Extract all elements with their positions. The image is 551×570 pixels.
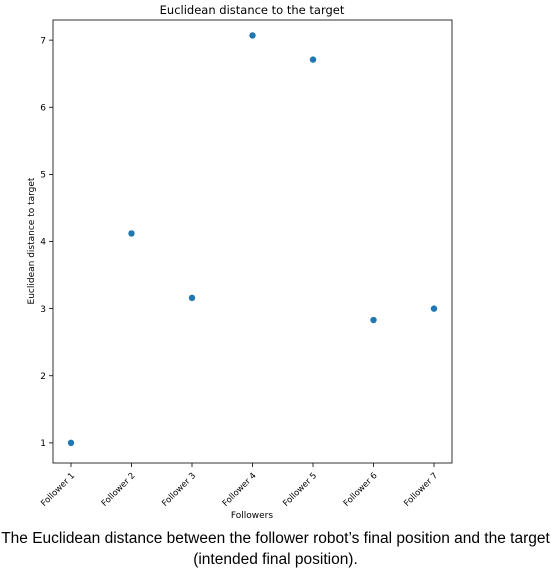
y-tick-label: 7 (40, 36, 46, 46)
data-point (67, 439, 75, 447)
x-tick-label: Follower 6 (342, 471, 380, 509)
x-tick-label: Follower 3 (160, 471, 198, 509)
data-point (128, 230, 135, 237)
x-tick-label: Follower 7 (402, 471, 440, 509)
y-tick-label: 4 (40, 238, 46, 248)
x-tick-label: Follower 2 (100, 471, 138, 509)
x-tick-label: Follower 5 (281, 471, 319, 509)
data-point (430, 305, 438, 312)
data-point (370, 316, 377, 324)
caption-line-2: (intended final position). (193, 551, 358, 568)
figure-caption: The Euclidean distance between the follo… (0, 528, 551, 570)
y-tick-label: 3 (40, 305, 46, 315)
y-tick-label: 6 (40, 103, 46, 113)
y-axis: 1 2 3 4 5 6 7 (40, 36, 53, 449)
data-point (249, 32, 256, 39)
chart-title: Euclidean distance to the target (160, 3, 345, 17)
data-point (188, 294, 196, 302)
plot-area (52, 19, 453, 464)
x-tick-label: Follower 4 (221, 471, 259, 509)
x-axis: Follower 1 Follower 2 Follower 3 Follower 4… (39, 463, 440, 509)
data-point (309, 56, 317, 63)
y-tick-label: 1 (40, 439, 46, 449)
y-axis-label: Euclidean distance to target (27, 177, 37, 304)
x-tick-label: Follower 1 (39, 471, 77, 509)
caption-line-1: The Euclidean distance between the follo… (1, 530, 550, 547)
scatter-chart: Euclidean distance to the target 1 2 3 4 5 6 7… (27, 3, 453, 521)
y-tick-label: 2 (40, 372, 46, 382)
x-axis-label: Followers (231, 511, 273, 521)
data-points (67, 32, 438, 447)
y-tick-label: 5 (40, 171, 46, 181)
